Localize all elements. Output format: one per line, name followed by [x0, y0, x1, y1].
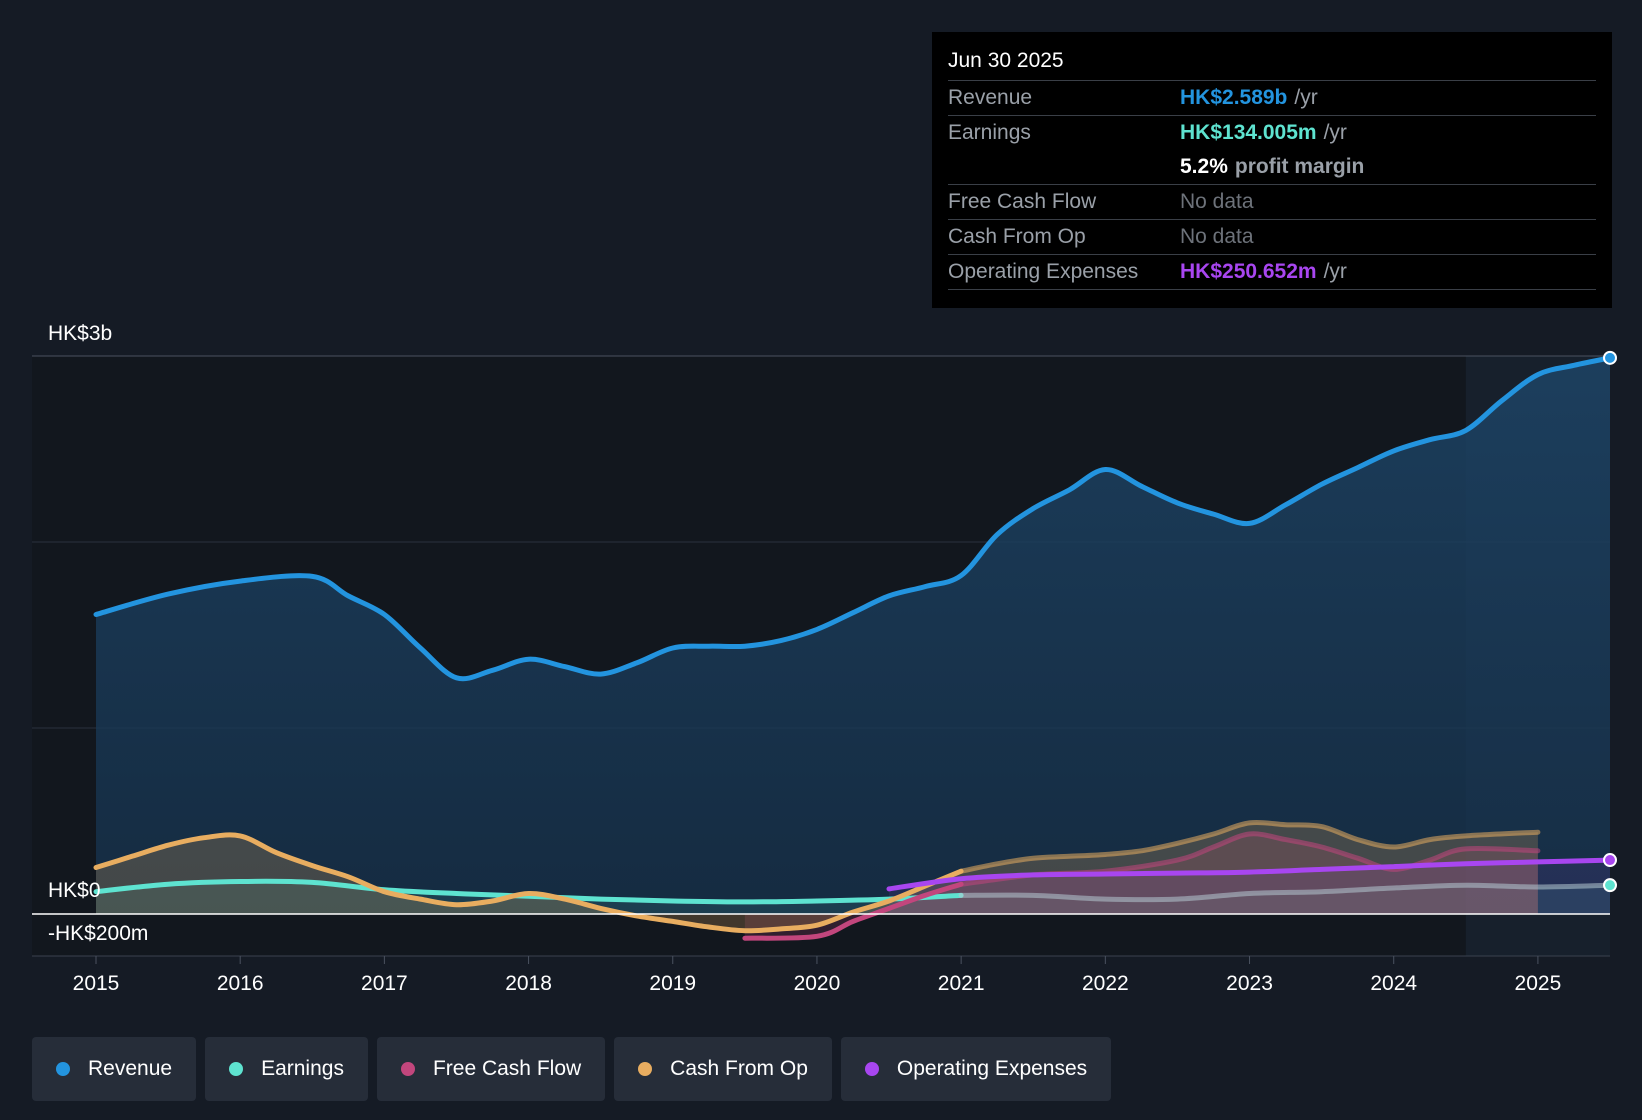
- tooltip-earnings-label: Earnings: [948, 121, 1031, 144]
- revenue-end-marker: [1603, 350, 1617, 365]
- tooltip-earnings-unit: /yr: [1323, 121, 1347, 144]
- x-tick-label: 2019: [649, 972, 696, 995]
- series-lines: [93, 355, 1613, 941]
- legend-earnings[interactable]: Earnings: [205, 1037, 368, 1101]
- tooltip-opex-unit: /yr: [1323, 260, 1347, 283]
- tooltip-margin-label: profit margin: [1234, 155, 1365, 178]
- tooltip-revenue-label: Revenue: [948, 86, 1033, 109]
- x-tick-label: 2020: [794, 972, 841, 995]
- tooltip-earnings-value: HK$134.005m: [1180, 121, 1317, 144]
- tooltip-fcf-row: Free Cash Flow No data: [948, 185, 1596, 220]
- earnings-dot-icon: [229, 1062, 244, 1076]
- tooltip-opex-value: HK$250.652m: [1180, 260, 1317, 283]
- tooltip-fcf-label: Free Cash Flow: [948, 190, 1097, 213]
- chart-area: HK$3b HK$0 -HK$200m 2015 2016 2017 2018 2019 202…: [32, 322, 1617, 995]
- operating-expenses-dot-icon: [864, 1062, 879, 1076]
- x-tick-label: 2016: [217, 972, 264, 995]
- x-tick-label: 2022: [1082, 972, 1129, 995]
- tooltip-opex-row: Operating Expenses HK$250.652m /yr: [948, 255, 1596, 290]
- x-tick-label: 2018: [505, 972, 552, 995]
- tooltip-opex-label: Operating Expenses: [948, 260, 1139, 283]
- legend-operating-expenses[interactable]: Operating Expenses: [840, 1037, 1112, 1101]
- tooltip-cfo-value: No data: [1180, 225, 1254, 248]
- y-axis-label: HK$0: [48, 879, 101, 902]
- legend-operating-expenses-label: Operating Expenses: [896, 1057, 1088, 1080]
- cash-from-op-dot-icon: [638, 1062, 653, 1076]
- legend-revenue[interactable]: Revenue: [32, 1037, 197, 1101]
- free-cash-flow-area: [744, 833, 1538, 939]
- tooltip-revenue-unit: /yr: [1294, 86, 1318, 109]
- x-tick-label: 2015: [73, 972, 120, 995]
- revenue-dot-icon: [56, 1062, 70, 1076]
- tooltip-cfo-label: Cash From Op: [948, 225, 1086, 248]
- operating-expenses-area: [889, 860, 1610, 914]
- x-tick-label: 2023: [1226, 972, 1273, 995]
- tooltip-revenue-value: HK$2.589b: [1180, 86, 1288, 109]
- tooltip-revenue-row: Revenue HK$2.589b /yr: [948, 81, 1596, 116]
- legend-cash-from-op[interactable]: Cash From Op: [614, 1037, 832, 1101]
- earnings-end-marker: [1603, 878, 1617, 893]
- legend-cash-from-op-label: Cash From Op: [670, 1057, 808, 1080]
- x-tick-label: 2017: [361, 972, 408, 995]
- revenue-line: [93, 355, 1613, 682]
- tooltip-date: Jun 30 2025: [948, 46, 1596, 81]
- axes: HK$3b HK$0 -HK$200m 2015 2016 2017 2018 2019 202…: [48, 322, 1561, 995]
- chart-legend: Revenue Earnings Free Cash Flow Cash Fro…: [32, 1037, 1112, 1101]
- x-tick-label: 2024: [1370, 972, 1417, 995]
- free-cash-flow-dot-icon: [400, 1062, 415, 1076]
- operating-expenses-end-marker: [1603, 853, 1617, 868]
- legend-free-cash-flow[interactable]: Free Cash Flow: [376, 1037, 606, 1101]
- cash-from-op-area: [96, 822, 1538, 931]
- x-tick-label: 2025: [1515, 972, 1562, 995]
- tooltip-cfo-row: Cash From Op No data: [948, 220, 1596, 255]
- tooltip-margin-value: 5.2%: [1180, 155, 1228, 178]
- y-axis-label: HK$3b: [48, 322, 112, 345]
- x-tick-label: 2021: [938, 972, 985, 995]
- cash-from-op-line: [93, 819, 1541, 934]
- legend-revenue-label: Revenue: [88, 1057, 173, 1080]
- tooltip-margin-row: 5.2% profit margin: [948, 150, 1596, 185]
- free-cash-flow-line: [742, 831, 1541, 941]
- data-tooltip: Jun 30 2025 Revenue HK$2.589b /yr Earnin…: [932, 32, 1612, 308]
- end-markers: [1603, 350, 1617, 893]
- operating-expenses-line: [886, 857, 1613, 892]
- tooltip-earnings-row: Earnings HK$134.005m /yr: [948, 116, 1596, 150]
- tooltip-fcf-value: No data: [1180, 190, 1254, 213]
- earnings-line: [93, 878, 1613, 905]
- revenue-area: [96, 357, 1610, 914]
- legend-earnings-label: Earnings: [261, 1057, 344, 1080]
- legend-free-cash-flow-label: Free Cash Flow: [432, 1057, 582, 1080]
- y-axis-label: -HK$200m: [48, 922, 148, 945]
